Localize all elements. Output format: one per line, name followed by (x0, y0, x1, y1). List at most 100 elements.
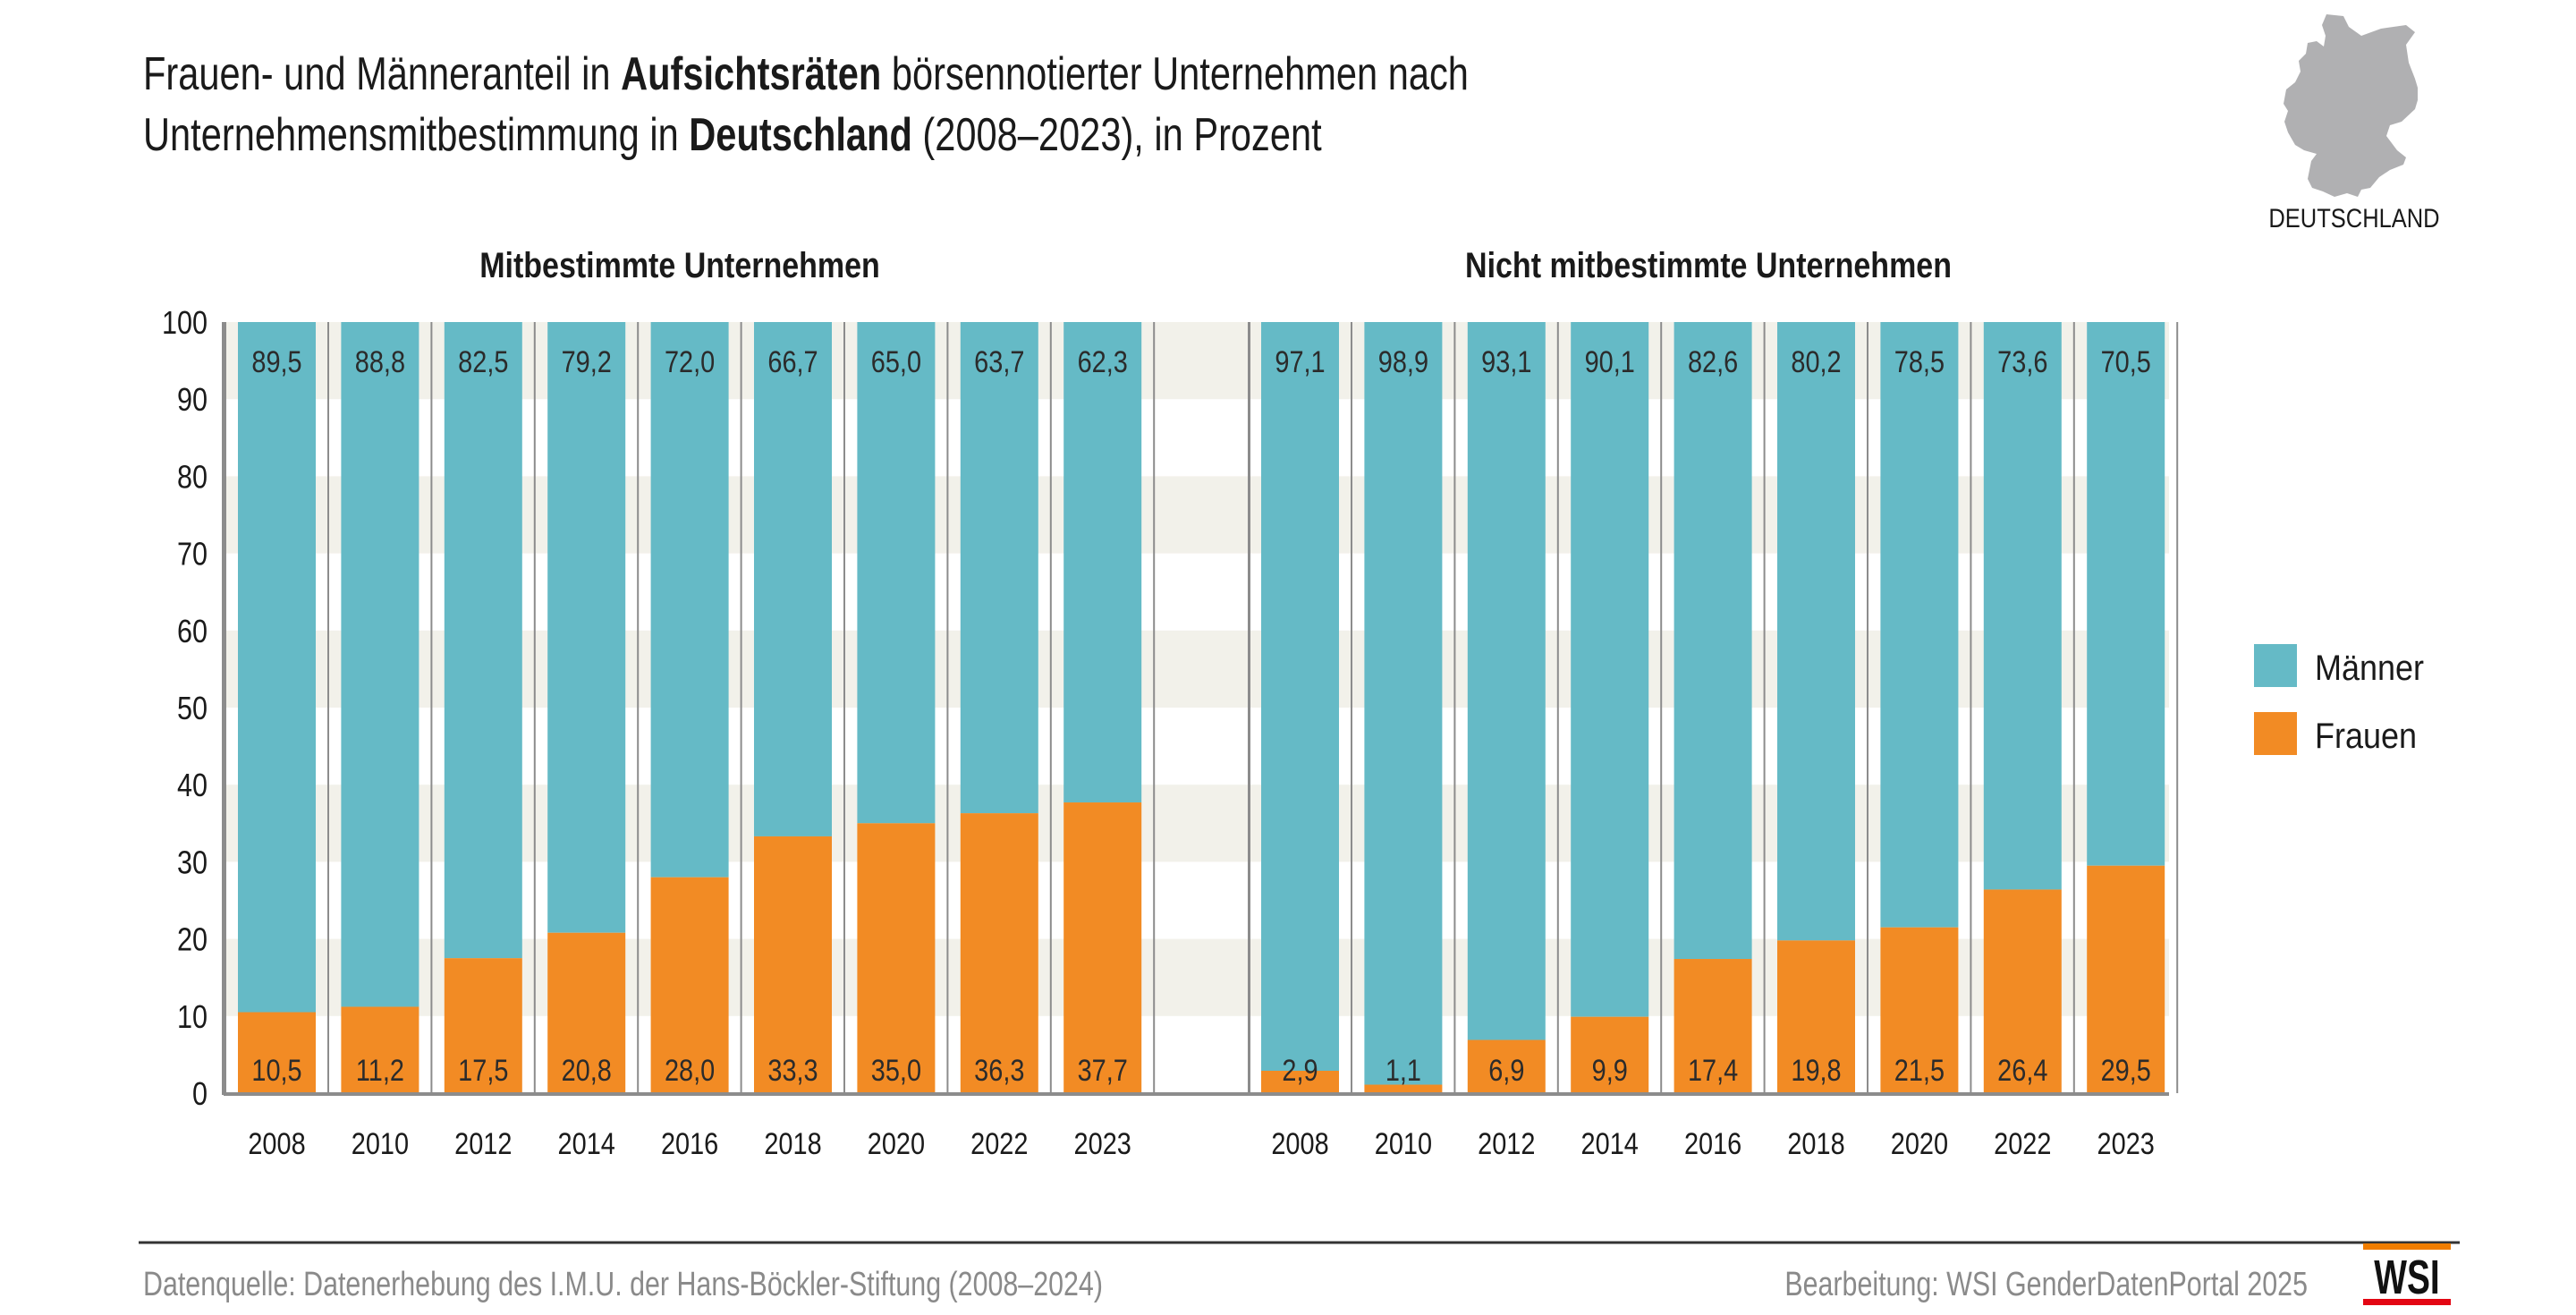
title-segment: börsennotierter Unternehmen nach (881, 47, 1469, 100)
data-label-frauen: 1,1 (1385, 1053, 1421, 1088)
bar-maenner (1467, 322, 1546, 1040)
bar-maenner (1364, 322, 1443, 1085)
panel-title: Nicht mitbestimmte Unternehmen (1465, 244, 1952, 284)
bar-frauen (1261, 1071, 1339, 1093)
title-emphasis: Aufsichtsräten (621, 47, 881, 100)
bar-group: 82,6 17,4 2016 (1674, 322, 1766, 1161)
data-label-frauen: 37,7 (1078, 1053, 1128, 1088)
data-label-maenner: 66,7 (767, 344, 818, 379)
y-tick-label: 40 (177, 768, 208, 804)
y-tick-label: 70 (177, 537, 208, 573)
legend: Männer Frauen (2254, 644, 2424, 756)
bar-frauen (341, 1006, 419, 1093)
x-tick-label: 2016 (1684, 1126, 1741, 1161)
data-label-frauen: 28,0 (665, 1053, 715, 1088)
title-segment: Frauen- und Männeranteil in (143, 47, 621, 100)
bar-frauen (547, 932, 626, 1093)
data-label-maenner: 80,2 (1791, 344, 1841, 379)
bar-group: 73,6 26,4 2022 (1983, 322, 2075, 1161)
y-tick-label: 20 (177, 922, 208, 958)
credit-note: Bearbeitung: WSI GenderDatenPortal 2025 (1784, 1266, 2308, 1303)
x-tick-label: 2014 (558, 1126, 615, 1161)
data-label-maenner: 82,6 (1688, 344, 1738, 379)
title-emphasis: Deutschland (689, 108, 912, 161)
data-label-frauen: 2,9 (1282, 1053, 1318, 1088)
y-tick-label: 50 (177, 691, 208, 727)
title-line-1: Frauen- und Männeranteil in Aufsichtsrät… (143, 47, 1469, 100)
bar-group: 72,0 28,0 2016 (650, 322, 742, 1161)
bar-group: 89,5 10,5 2008 (225, 322, 329, 1161)
data-label-maenner: 82,5 (458, 344, 508, 379)
x-tick-label: 2010 (1375, 1126, 1432, 1161)
title-line-2-text: Unternehmensmitbestimmung in Deutschland… (143, 108, 1322, 161)
data-label-maenner: 65,0 (871, 344, 921, 379)
data-label-maenner: 89,5 (251, 344, 301, 379)
x-tick-label: 2023 (1074, 1126, 1131, 1161)
data-label-maenner: 72,0 (665, 344, 715, 379)
legend-item: Frauen (2254, 712, 2417, 756)
x-tick-label: 2018 (764, 1126, 821, 1161)
footer: Datenquelle: Datenerhebung des I.M.U. de… (139, 1241, 2460, 1305)
bar-group: 82,5 17,5 2012 (444, 322, 536, 1161)
bar-frauen (1063, 802, 1142, 1093)
data-label-frauen: 21,5 (1894, 1053, 1945, 1088)
bar-maenner (1983, 322, 2062, 890)
data-label-maenner: 79,2 (562, 344, 612, 379)
panel-nicht-mitbestimmt: Nicht mitbestimmte Unternehmen 97,1 2,9 200… (1248, 244, 2179, 1161)
data-label-frauen: 29,5 (2101, 1053, 2151, 1088)
bar-frauen (857, 823, 936, 1093)
bar-frauen (754, 836, 832, 1093)
x-tick-label: 2014 (1581, 1126, 1639, 1161)
legend-label: Männer (2315, 649, 2424, 688)
data-label-maenner: 62,3 (1078, 344, 1128, 379)
wsi-logo-top-bar (2363, 1243, 2451, 1250)
data-label-frauen: 17,4 (1688, 1053, 1738, 1088)
data-label-maenner: 98,9 (1378, 344, 1428, 379)
data-label-maenner: 93,1 (1481, 344, 1531, 379)
title-segment: (2008–2023), in Prozent (912, 108, 1322, 161)
data-label-frauen: 6,9 (1488, 1053, 1524, 1088)
bar-group: 66,7 33,3 2018 (754, 322, 845, 1161)
legend-label: Frauen (2315, 717, 2417, 756)
data-label-maenner: 78,5 (1894, 344, 1945, 379)
wsi-logo-text: WSI (2374, 1250, 2439, 1304)
bar-group: 63,7 36,3 2022 (960, 322, 1052, 1161)
data-label-frauen: 9,9 (1592, 1053, 1628, 1088)
wsi-logo: WSI (2363, 1243, 2451, 1305)
bar-group: 65,0 35,0 2020 (857, 322, 949, 1161)
map-label: DEUTSCHLAND (2268, 203, 2439, 233)
bar-frauen (1571, 1016, 1649, 1093)
bar-group: 70,5 29,5 2023 (2087, 322, 2179, 1161)
bar-group: 88,8 11,2 2010 (341, 322, 433, 1161)
bar-frauen (1467, 1039, 1546, 1093)
bar-maenner (1674, 322, 1752, 960)
y-tick-label: 0 (192, 1077, 208, 1113)
bar-maenner (1063, 322, 1142, 803)
bar-maenner (650, 322, 729, 878)
bar-frauen (650, 877, 729, 1093)
data-label-maenner: 88,8 (355, 344, 405, 379)
x-tick-label: 2008 (248, 1126, 305, 1161)
bar-maenner (1777, 322, 1855, 941)
bar-group: 90,1 9,9 2014 (1571, 322, 1663, 1161)
bar-group: 80,2 19,8 2018 (1777, 322, 1868, 1161)
y-tick-label: 10 (177, 1000, 208, 1036)
bar-frauen (960, 813, 1038, 1093)
data-label-maenner: 90,1 (1585, 344, 1635, 379)
wsi-logo-bottom-bar (2363, 1299, 2451, 1305)
x-tick-label: 2008 (1271, 1126, 1328, 1161)
bar-group: 93,1 6,9 2012 (1467, 322, 1559, 1161)
data-label-frauen: 33,3 (767, 1053, 818, 1088)
bar-group: 98,9 1,1 2010 (1364, 322, 1456, 1161)
title-line-1-text: Frauen- und Männeranteil in Aufsichtsrät… (143, 47, 1469, 100)
data-label-frauen: 17,5 (458, 1053, 508, 1088)
bar-frauen (1777, 940, 1855, 1093)
chart-panels: 0 10 20 30 40 50 60 70 80 90 100 Mitbestimmte Unter… (162, 244, 2179, 1161)
bar-group: 97,1 2,9 2008 (1248, 322, 1352, 1161)
bar-frauen (238, 1012, 316, 1093)
x-tick-label: 2018 (1787, 1126, 1844, 1161)
y-tick-label: 100 (162, 306, 208, 342)
panel-title: Mitbestimmte Unternehmen (479, 244, 880, 284)
data-label-frauen: 35,0 (871, 1053, 921, 1088)
